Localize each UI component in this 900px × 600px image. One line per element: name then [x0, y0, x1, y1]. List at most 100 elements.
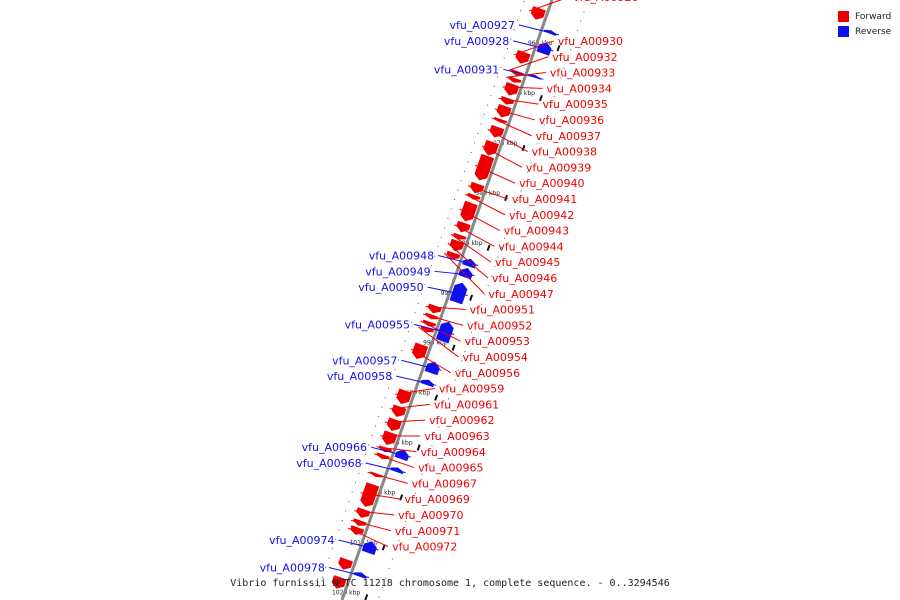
tick-mark [521, 144, 526, 152]
forward-gene-arrow[interactable] [482, 139, 500, 157]
tick-label: 1015 kbp [349, 539, 377, 546]
gene-leader-line [401, 359, 442, 371]
forward-gene-arrow[interactable] [386, 416, 403, 432]
gene-label[interactable]: vfu_A00939 [526, 161, 591, 174]
gene-label[interactable]: vfu_A00942 [509, 209, 574, 222]
gene-label[interactable]: vfu_A00966 [302, 441, 367, 454]
gene-label[interactable]: vfu_A00949 [365, 265, 430, 278]
gene-leader-line [427, 286, 468, 296]
gene-leader-line [494, 108, 535, 121]
gene-label[interactable]: vfu_A00928 [444, 35, 509, 48]
tick-mark [399, 494, 404, 501]
gene-label[interactable]: vfu_A00970 [398, 509, 463, 522]
gene-label[interactable]: vfu_A00958 [327, 370, 392, 383]
tick-mark [364, 594, 369, 600]
gene-leader-line [498, 97, 539, 105]
gene-label[interactable]: vfu_A00946 [492, 272, 557, 285]
gene-label[interactable]: vfu_A00937 [536, 130, 601, 143]
gene-leader-line [413, 323, 455, 335]
gene-label[interactable]: vfu_A00934 [547, 82, 612, 95]
tick-label: 995 kbp [423, 340, 448, 347]
forward-swatch [838, 11, 849, 22]
gene-label[interactable]: vfu_A00936 [539, 114, 604, 127]
gene-label[interactable]: vfu_A00945 [495, 256, 560, 269]
forward-gene-arrow[interactable] [452, 231, 468, 240]
gene-label[interactable]: vfu_A00940 [519, 177, 584, 190]
gene-leader-line [410, 348, 452, 374]
gene-label[interactable]: vfu_A00963 [424, 430, 489, 443]
gene-label[interactable]: vfu_A00951 [470, 304, 535, 317]
forward-gene-arrow[interactable] [495, 103, 513, 119]
forward-gene-arrow[interactable] [427, 302, 443, 314]
gene-label[interactable]: vfu_A00950 [358, 281, 423, 294]
gene-leader-line [481, 145, 523, 168]
tick-mark [556, 45, 561, 52]
forward-gene-arrow[interactable] [455, 219, 472, 233]
gene-label[interactable]: vfu_A00948 [369, 250, 434, 263]
gene-leader-line [518, 24, 559, 36]
gene-label[interactable]: vfu_A00953 [465, 335, 530, 348]
gene-label[interactable]: vfu_A00947 [488, 288, 553, 301]
gene-label[interactable]: vfu_A00926 [573, 0, 638, 4]
gene-label[interactable]: vfu_A00933 [550, 67, 615, 80]
tick-label: 1000 kbp [402, 390, 430, 397]
gene-label[interactable]: vfu_A00954 [462, 351, 527, 364]
gene-label[interactable]: vfu_A00931 [434, 63, 499, 76]
gene-label[interactable]: vfu_A00968 [296, 457, 361, 470]
gene-leader-line [360, 492, 401, 500]
sequence-backbone [340, 0, 554, 600]
forward-gene-arrow[interactable] [381, 429, 399, 446]
gene-label[interactable]: vfu_A00957 [332, 354, 397, 367]
forward-gene-arrow[interactable] [330, 574, 348, 590]
forward-gene-arrow[interactable] [503, 81, 521, 97]
gene-label[interactable]: vfu_A00938 [532, 146, 597, 159]
gene-label[interactable]: vfu_A00964 [421, 446, 486, 459]
gene-label[interactable]: vfu_A00944 [498, 240, 563, 253]
gene-label[interactable]: vfu_A00974 [269, 534, 334, 547]
forward-gene-arrow[interactable] [337, 556, 354, 571]
gene-leader-line [354, 510, 395, 516]
gene-label[interactable]: vfu_A00941 [512, 193, 577, 206]
legend-reverse-label: Reverse [855, 26, 892, 37]
gene-label[interactable]: vfu_A00978 [260, 561, 325, 574]
gene-label[interactable]: vfu_A00959 [439, 383, 504, 396]
legend: Forward Reverse [838, 9, 891, 39]
forward-gene-arrow[interactable] [473, 153, 495, 182]
tick-label: 1005 kbp [384, 440, 412, 447]
gene-label[interactable]: vfu_A00956 [455, 367, 520, 380]
tick-mark [539, 94, 543, 102]
gene-leader-line [447, 242, 489, 279]
gene-label[interactable]: vfu_A00971 [395, 525, 460, 538]
forward-gene-arrow[interactable] [352, 517, 368, 527]
gene-label[interactable]: vfu_A00955 [345, 318, 410, 331]
gene-leader-line [365, 462, 406, 474]
label-layer: vfu_A00926 vfu_A00927 vfu_A00928 vfu_A00930… [260, 0, 638, 578]
gene-label[interactable]: vfu_A00943 [504, 225, 569, 238]
gene-label[interactable]: vfu_A00972 [392, 541, 457, 554]
gene-label[interactable]: vfu_A00952 [467, 319, 532, 332]
gene-label[interactable]: vfu_A00965 [418, 462, 483, 475]
gene-label[interactable]: vfu_A00967 [412, 477, 477, 490]
gene-label[interactable]: vfu_A00969 [404, 493, 469, 506]
gene-leader-line [434, 270, 475, 276]
gene-label[interactable]: vfu_A00935 [542, 98, 607, 111]
gene-leader-line [385, 419, 426, 423]
gene-leader-line [528, 0, 563, 12]
forward-gene-arrow[interactable] [507, 75, 523, 84]
gene-label[interactable]: vfu_A00932 [552, 51, 617, 64]
gene-leader-line [513, 40, 554, 52]
gene-label[interactable]: vfu_A00930 [558, 35, 623, 48]
gene-leader-line [450, 233, 492, 263]
tick-mark [451, 344, 456, 351]
gene-leader-line [438, 255, 479, 266]
gene-label[interactable]: vfu_A00962 [429, 414, 494, 427]
forward-gene-arrow[interactable] [391, 403, 408, 418]
forward-gene-arrow[interactable] [445, 249, 462, 260]
gene-leader-line [425, 306, 466, 311]
gene-leader-line [367, 471, 408, 484]
forward-gene-arrow[interactable] [349, 524, 365, 536]
forward-gene-arrow[interactable] [411, 341, 429, 360]
gene-leader-line [389, 403, 430, 410]
gene-label[interactable]: vfu_A00961 [434, 398, 499, 411]
gene-label[interactable]: vfu_A00927 [449, 19, 514, 32]
